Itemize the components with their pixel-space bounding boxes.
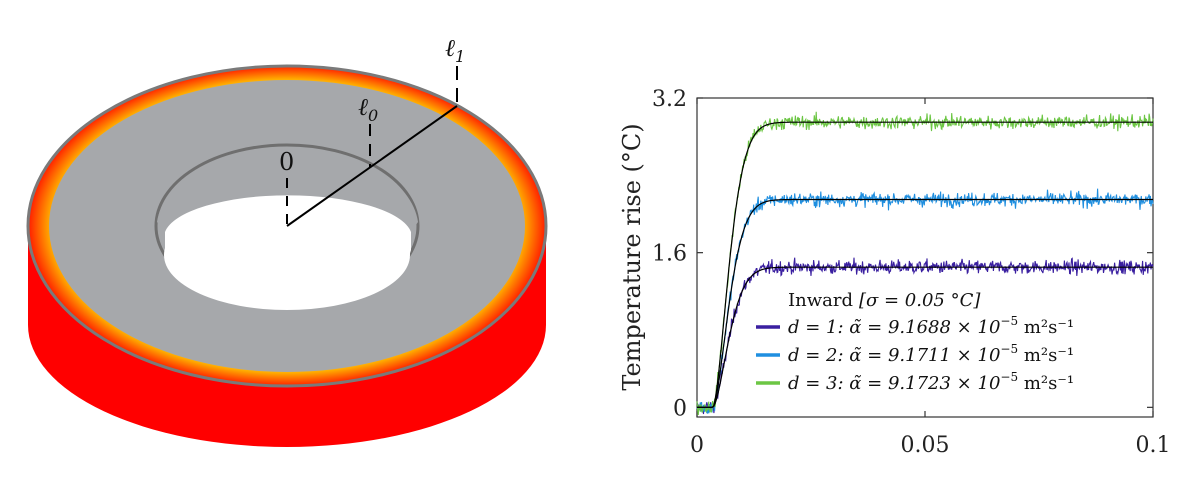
disk-illustration: 0 ℓ0 ℓ1	[26, 34, 548, 447]
temperature-chart: 0 1.6 3.2 0 0.05 0.1 Temperature rise (°C) I…	[618, 87, 1171, 458]
x-tick-label: 0	[690, 433, 704, 458]
disk-hole-floor	[164, 200, 410, 310]
y-axis-label: Temperature rise (°C)	[618, 123, 646, 390]
radius-line	[286, 105, 458, 227]
legend-title: Inward [σ = 0.05 °C]	[788, 290, 981, 311]
series-3-fit	[697, 121, 1153, 408]
disk-hole-wall	[157, 148, 418, 232]
series-3-data	[696, 111, 1154, 416]
label-zero: 0	[279, 148, 294, 176]
series-1-fit	[697, 266, 1153, 408]
y-axis: 0 1.6 3.2	[652, 87, 1153, 421]
legend-entry-1: d = 1: α̃ = 9.1688 × 10−5 m²s⁻¹	[788, 314, 1074, 338]
series-layer	[696, 111, 1154, 416]
legend: Inward [σ = 0.05 °C] d = 1: α̃ = 9.1688 ×…	[756, 290, 1074, 394]
y-tick-label: 1.6	[652, 242, 687, 267]
y-tick-label: 0	[673, 396, 687, 421]
series-2-fit	[697, 198, 1153, 408]
y-tick-label: 3.2	[652, 87, 687, 112]
x-tick-label: 0.05	[901, 433, 950, 458]
label-l0: ℓ0	[358, 93, 378, 125]
series-1-data	[696, 257, 1154, 415]
legend-entry-2: d = 2: α̃ = 9.1711 × 10−5 m²s⁻¹	[788, 342, 1074, 366]
x-axis: 0 0.05 0.1	[690, 98, 1171, 458]
legend-entry-3: d = 3: α̃ = 9.1723 × 10−5 m²s⁻¹	[788, 370, 1074, 394]
label-l1: ℓ1	[445, 34, 465, 66]
x-tick-label: 0.1	[1136, 433, 1171, 458]
plot-frame	[696, 97, 1154, 418]
